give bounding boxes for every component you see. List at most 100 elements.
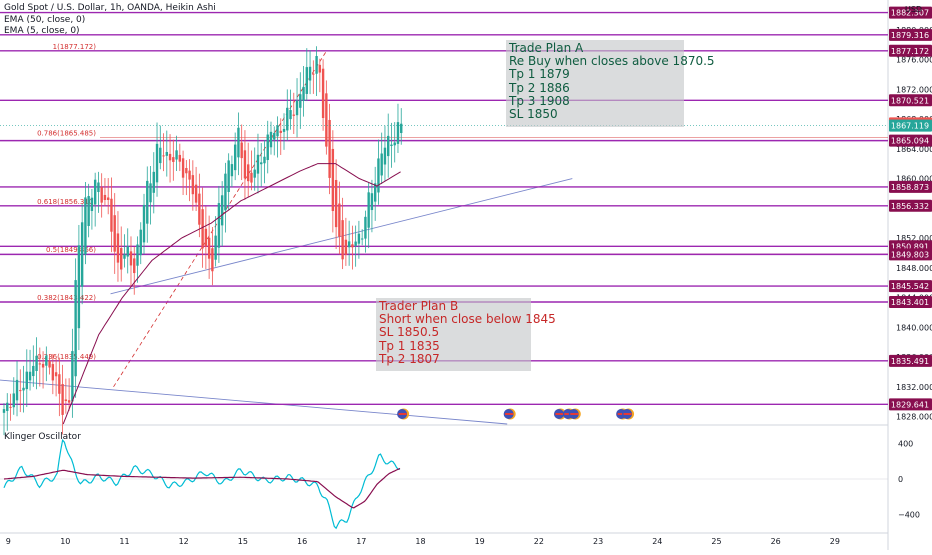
price-axis-tag-text: 1845.542 (891, 282, 929, 291)
candle-body (139, 229, 142, 256)
candle-body (12, 393, 15, 408)
time-tick-label: 22 (534, 537, 544, 546)
candle-body (253, 169, 256, 178)
candle-body (325, 93, 328, 147)
plan-a-line: Tp 3 1908 (509, 93, 570, 108)
candle-body (97, 182, 100, 193)
candle-body (41, 363, 45, 368)
ema50-legend[interactable]: EMA (50, close, 0) (4, 14, 86, 25)
symbol-title[interactable]: Gold Spot / U.S. Dollar, 1h, OANDA, Heik… (4, 3, 216, 13)
time-tick-label: 19 (475, 537, 485, 546)
candle-body (2, 409, 6, 413)
price-tick-label: 1872.000 (896, 85, 932, 94)
event-flag-icon (505, 413, 514, 415)
candle-body (159, 147, 162, 164)
current-price-tag-text: 1867.119 (891, 122, 929, 131)
time-tick-label: 12 (179, 537, 189, 546)
candle-body (211, 248, 214, 272)
plan-b-line: SL 1850.5 (379, 325, 440, 340)
time-tick-label: 24 (652, 537, 662, 546)
price-axis-tag-text: 1882.307 (891, 9, 929, 18)
current-price-tag (889, 119, 932, 132)
candle-body (67, 400, 71, 403)
price-axis-tag-text: 1850.891 (891, 242, 929, 251)
chart-legend: Gold Spot / U.S. Dollar, 1h, OANDA, Heik… (4, 3, 216, 38)
oscillator-legend[interactable]: Klinger Oscillator (4, 432, 81, 442)
time-tick-label: 16 (297, 537, 307, 546)
candle-body (364, 216, 367, 239)
price-axis-tag-text: 1865.094 (891, 137, 929, 146)
oscillator-tick-label: 400 (898, 440, 913, 449)
candle-body (201, 209, 204, 249)
candle-body (230, 164, 234, 177)
candle-body (142, 204, 146, 243)
currency-badge[interactable]: USD (905, 5, 923, 14)
candle-body (243, 150, 247, 179)
candle-body (334, 179, 338, 228)
price-axis-tag-text: 1829.641 (891, 400, 929, 409)
candle-body (165, 151, 168, 156)
event-flag-icon (570, 413, 579, 415)
price-tick-label: 1860.000 (896, 175, 932, 184)
candle-body (15, 379, 19, 401)
candle-body (100, 187, 103, 203)
candle-body (152, 171, 155, 193)
candle-body (295, 100, 299, 116)
plan-a-line: Tp 1 1879 (509, 67, 570, 82)
candle-body (110, 198, 113, 232)
candle-body (93, 179, 97, 205)
candle-body (126, 246, 129, 257)
time-tick-label: 23 (593, 537, 603, 546)
trade-plan-a-note[interactable]: Trade Plan A Re Buy when closes above 18… (506, 40, 715, 127)
price-axis-tag (889, 94, 932, 107)
candle-body (90, 197, 94, 212)
candle-body (120, 248, 123, 270)
ema5-legend[interactable]: EMA (5, close, 0) (4, 26, 80, 36)
event-flag-icon (617, 413, 626, 415)
candle-body (370, 193, 374, 211)
price-axis-tag (889, 199, 932, 212)
candle-body (266, 134, 269, 161)
price-axis-tag-text: 1849.803 (891, 250, 929, 259)
candle-body (178, 154, 182, 162)
candle-body (181, 158, 185, 178)
candle-body (390, 144, 393, 146)
time-tick-label: 9 (6, 537, 11, 546)
candle-body (207, 237, 211, 259)
candle-body (61, 384, 64, 415)
candle-body (357, 233, 361, 244)
plan-a-line: Re Buy when closes above 1870.5 (509, 54, 715, 69)
candle-body (312, 73, 315, 75)
candle-body (74, 280, 77, 377)
price-axis-tag (889, 295, 932, 308)
plan-b-line: Short when close below 1845 (379, 312, 556, 327)
candle-body (103, 194, 107, 201)
price-tick-label: 1832.000 (896, 383, 932, 392)
oscillator-tick-label: 0 (898, 475, 903, 484)
price-axis-tag (889, 44, 932, 57)
candle-body (260, 162, 263, 165)
fib-level-label: 0.786(1865.485) (37, 130, 96, 138)
price-axis-tag (889, 180, 932, 193)
candle-body (188, 170, 191, 180)
candle-body (38, 363, 42, 365)
candle-body (185, 167, 188, 174)
candle-body (273, 133, 276, 140)
candle-body (64, 399, 68, 402)
price-tick-label: 1840.000 (896, 323, 932, 332)
candle-body (286, 107, 289, 131)
plan-b-line: Trader Plan B (379, 299, 459, 313)
candle-body (224, 173, 227, 211)
time-tick-label: 29 (830, 537, 840, 546)
candle-body (217, 203, 221, 248)
price-axis-tag (889, 134, 932, 147)
klinger-signal-line (3, 467, 401, 509)
trade-plan-b-note[interactable]: Trader Plan B Short when close below 184… (376, 298, 556, 371)
price-tick-label: 1876.000 (896, 56, 932, 65)
candle-body (305, 67, 309, 94)
plan-a-line: Tp 2 1886 (509, 80, 570, 95)
candle-body (71, 351, 74, 402)
